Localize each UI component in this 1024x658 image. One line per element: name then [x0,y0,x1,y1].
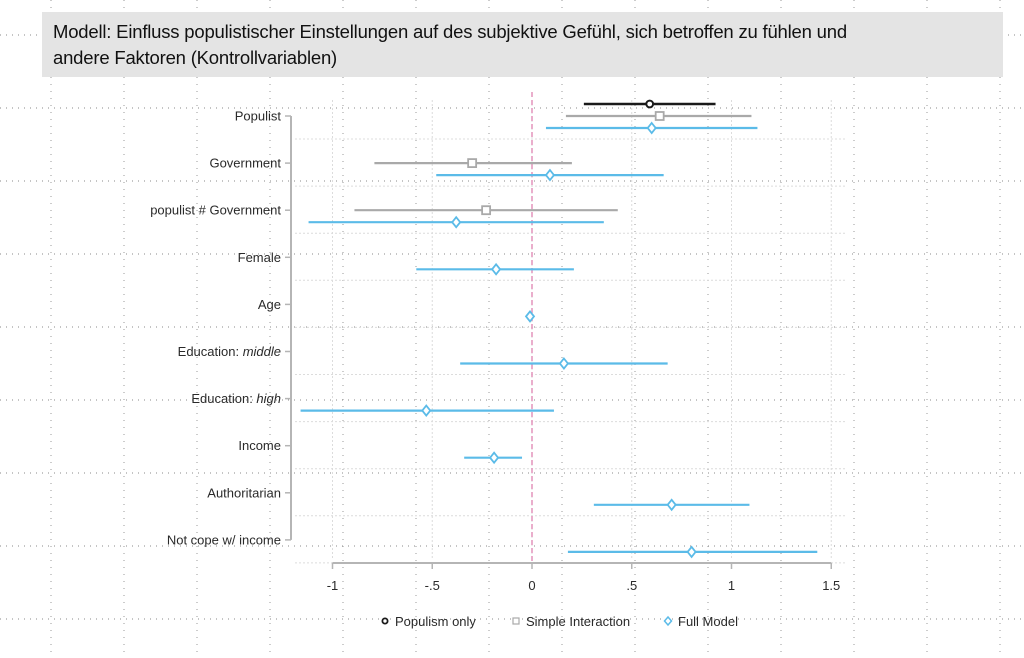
y-tick-label: Populist [235,109,282,124]
y-tick-label: Government [209,156,281,171]
y-tick-label-italic: high [256,391,281,406]
legend-square-marker [512,617,520,625]
slide-title-box: Modell: Einfluss populistischer Einstell… [42,12,1003,77]
point-estimate [666,498,677,512]
data-marks [300,99,818,559]
point-estimate [421,404,432,418]
legend-item: Populism only [381,614,476,629]
legend-label: Populism only [395,614,476,629]
y-tick-label: Age [258,297,281,312]
slide-title-line-1: Modell: Einfluss populistischer Einstell… [53,21,847,42]
x-tick-label: .5 [626,578,637,593]
point-estimate [645,99,655,109]
y-tick-label-text: Not cope w/ income [167,532,281,547]
y-tick-label-text: Female [238,250,281,265]
legend-circle-marker [381,617,389,625]
point-estimate [467,158,478,169]
point-estimate [686,545,697,559]
point-estimate [654,111,665,121]
series-full-model [300,121,818,559]
y-tick-label-text: populist # Government [150,203,281,218]
legend: Populism only Simple Interaction Full Mode… [381,614,738,629]
series-simple-interaction [354,111,752,216]
legend-item: Full Model [663,614,738,629]
y-tick-label: Authoritarian [207,485,281,500]
series-populism-only [583,99,716,109]
y-tick-label: Education: middle [178,344,281,359]
x-tick-label: 1.5 [822,578,840,593]
y-tick-label: populist # Government [150,203,281,218]
point-estimate [544,168,556,182]
x-tick-label: -.5 [425,578,440,593]
y-tick-label-text: Education: [178,344,243,359]
point-estimate [490,262,502,276]
x-axis: -1 -.5 0 .5 1 1.5 [327,562,840,593]
point-estimate [524,309,536,323]
point-estimate [481,205,492,216]
point-estimate [558,357,570,370]
legend-diamond-marker [663,615,673,627]
point-estimate [646,121,657,135]
x-tick-label: 0 [528,578,535,593]
y-tick-label-text: Authoritarian [207,485,281,500]
x-tick-label: -1 [327,578,339,593]
y-tick-label-text: Age [258,297,281,312]
y-tick-label-italic: middle [243,344,281,359]
point-estimate [488,451,500,465]
y-tick-label: Not cope w/ income [167,532,281,547]
y-tick-label: Female [238,250,281,265]
point-estimate [451,215,462,229]
y-tick-label: Income [238,438,281,453]
y-tick-label-text: Income [238,438,281,453]
legend-item: Simple Interaction [512,614,630,629]
legend-label: Simple Interaction [526,614,630,629]
y-tick-label-text: Education: [191,391,256,406]
x-tick-label: 1 [728,578,735,593]
plot-gridlines [295,100,845,564]
y-tick-label-text: Government [209,156,281,171]
legend-label: Full Model [678,614,738,629]
y-axis: Populist Government populist # Government F… [150,109,292,547]
slide-title-line-2: andere Faktoren (Kontrollvariablen) [53,47,338,68]
y-tick-label-text: Populist [235,109,282,124]
y-tick-label: Education: high [191,391,281,406]
